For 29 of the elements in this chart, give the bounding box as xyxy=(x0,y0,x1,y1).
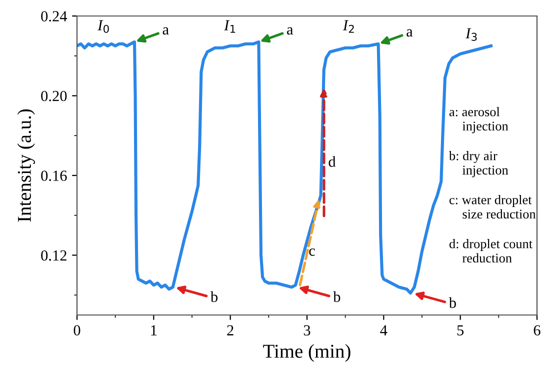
annotation: b: dry air injection xyxy=(449,151,508,178)
x-tick-label: 4 xyxy=(380,325,388,336)
annotation: I$_{1}$ xyxy=(224,20,236,33)
x-tick-label: 2 xyxy=(227,325,234,336)
annotation: c: water droplet size reduction xyxy=(450,195,536,219)
annotation: d xyxy=(328,156,336,167)
annotation: I$_{2}$ xyxy=(342,20,354,33)
annotation: d: droplet count reduction xyxy=(449,239,532,263)
annotation: a xyxy=(287,27,294,35)
annotation: a: aerosol injection xyxy=(449,107,508,134)
annotation: a xyxy=(162,27,169,35)
x-tick-label: 5 xyxy=(457,325,464,336)
annotation: a xyxy=(406,29,413,37)
x-tick-label: 1 xyxy=(151,325,157,336)
y-tick-label: 0.20 xyxy=(41,90,67,102)
y-tick-label: 0.12 xyxy=(41,250,66,261)
annotation: b xyxy=(333,291,340,302)
x-tick-label: 0 xyxy=(74,325,80,336)
x-tick-label: 6 xyxy=(534,325,540,336)
x-axis-title: Time (min) xyxy=(263,344,350,362)
y-axis-title: Intensity (a.u.) xyxy=(17,109,35,222)
annotation: b xyxy=(448,297,456,308)
annotation: I$_{0}$ xyxy=(98,20,109,33)
annotation: I$_{3}$ xyxy=(466,28,477,41)
annotation: b xyxy=(210,291,218,302)
y-tick-label: 0.16 xyxy=(41,170,67,181)
annotation: c xyxy=(309,248,315,256)
x-tick-label: 3 xyxy=(304,325,310,336)
y-tick-label: 0.24 xyxy=(41,11,68,22)
